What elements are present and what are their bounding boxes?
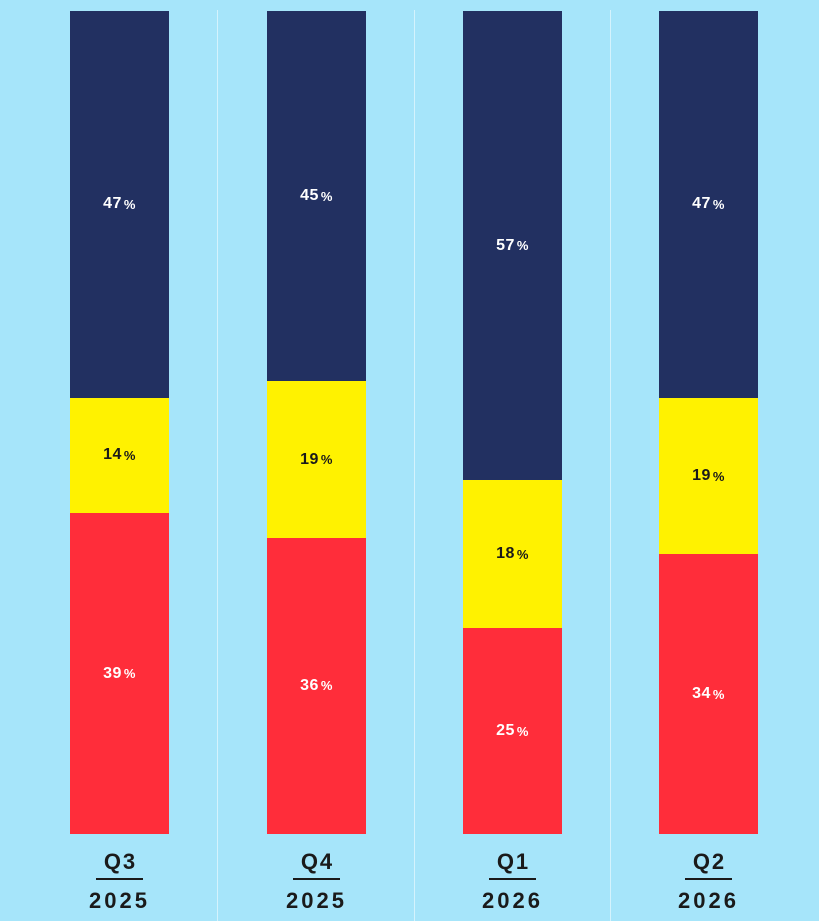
data-label-value: 34 bbox=[692, 685, 711, 703]
data-label-value: 47 bbox=[692, 195, 711, 213]
data-label-value: 19 bbox=[692, 467, 711, 484]
bar-segment-yellow: 19% bbox=[659, 397, 758, 555]
category-label: Q4 2025 bbox=[247, 848, 387, 916]
data-label-value: 25 bbox=[496, 722, 515, 740]
bar-q4-2025: 36% 19% 45% bbox=[267, 11, 366, 834]
category-year-label: 2025 bbox=[286, 888, 347, 913]
data-label-percent-sign: % bbox=[123, 666, 136, 682]
data-label-value: 19 bbox=[300, 450, 319, 468]
bar-segment-red: 25% bbox=[463, 628, 562, 834]
category-quarter-label: Q3 bbox=[95, 848, 144, 880]
column-divider bbox=[414, 10, 415, 921]
data-label-value: 39 bbox=[103, 664, 122, 682]
category-quarter-label: Q4 bbox=[292, 848, 341, 880]
data-label-percent-sign: % bbox=[712, 196, 725, 212]
bar-segment-navy: 47% bbox=[70, 11, 169, 398]
column-divider bbox=[610, 10, 611, 921]
data-label-percent-sign: % bbox=[320, 678, 333, 694]
data-label-percent-sign: % bbox=[712, 468, 725, 484]
data-label-percent-sign: % bbox=[516, 723, 529, 739]
bar-segment-navy: 45% bbox=[267, 11, 366, 382]
category-quarter-label: Q1 bbox=[488, 848, 537, 880]
data-label-value: 18 bbox=[496, 545, 515, 563]
bar-segment-red: 36% bbox=[267, 537, 366, 834]
column-divider bbox=[217, 10, 218, 921]
bar-segment-navy: 57% bbox=[463, 11, 562, 481]
category-quarter-label: Q2 bbox=[684, 848, 733, 880]
category-year-label: 2026 bbox=[482, 888, 543, 913]
bar-segment-yellow: 14% bbox=[70, 397, 169, 514]
data-label-value: 57 bbox=[496, 236, 515, 254]
category-label: Q1 2026 bbox=[443, 848, 583, 916]
bar-segment-yellow: 19% bbox=[267, 381, 366, 538]
data-label-value: 45 bbox=[300, 187, 319, 205]
data-label-value: 36 bbox=[300, 676, 319, 694]
data-label-percent-sign: % bbox=[320, 188, 333, 204]
category-label: Q2 2026 bbox=[639, 848, 779, 916]
bar-q2-2026: 34% 19% 47% bbox=[659, 11, 758, 834]
bar-segment-red: 39% bbox=[70, 513, 169, 834]
data-label-percent-sign: % bbox=[320, 452, 333, 468]
category-year-label: 2026 bbox=[678, 888, 739, 913]
data-label-value: 14 bbox=[103, 446, 122, 464]
data-label-percent-sign: % bbox=[712, 686, 725, 702]
bar-segment-red: 34% bbox=[659, 554, 758, 834]
data-label-percent-sign: % bbox=[516, 238, 529, 254]
category-year-label: 2025 bbox=[89, 888, 150, 913]
data-label-percent-sign: % bbox=[123, 196, 136, 212]
data-label-percent-sign: % bbox=[516, 546, 529, 562]
data-label-value: 47 bbox=[103, 195, 122, 213]
bar-segment-navy: 47% bbox=[659, 11, 758, 398]
data-label-percent-sign: % bbox=[123, 447, 136, 463]
bar-q3-2025: 39% 14% 47% bbox=[70, 11, 169, 834]
bar-segment-yellow: 18% bbox=[463, 480, 562, 629]
bar-q1-2026: 25% 18% 57% bbox=[463, 11, 562, 834]
category-label: Q3 2025 bbox=[50, 848, 190, 916]
